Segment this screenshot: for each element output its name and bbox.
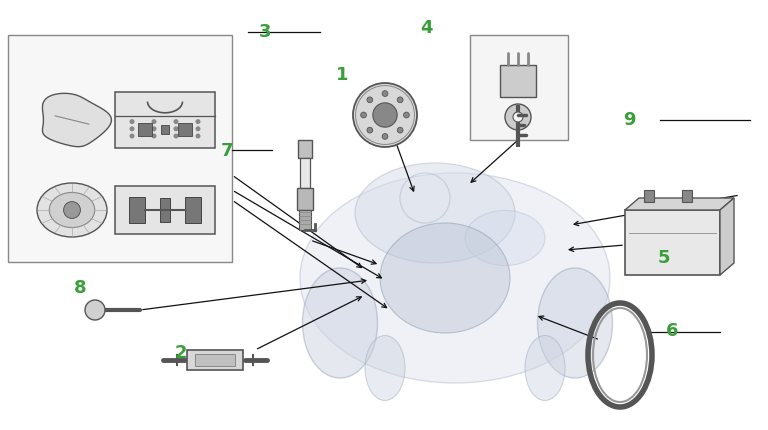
Circle shape bbox=[151, 126, 157, 131]
Circle shape bbox=[130, 126, 134, 131]
Circle shape bbox=[382, 91, 388, 96]
Polygon shape bbox=[720, 198, 734, 275]
Circle shape bbox=[367, 97, 372, 103]
Text: 3: 3 bbox=[259, 23, 271, 41]
Bar bbox=[298, 140, 312, 158]
Bar bbox=[500, 65, 536, 97]
Bar bbox=[470, 35, 568, 140]
Polygon shape bbox=[42, 93, 111, 147]
Bar bbox=[625, 210, 720, 275]
Circle shape bbox=[151, 119, 157, 124]
Ellipse shape bbox=[365, 335, 405, 400]
Circle shape bbox=[513, 112, 523, 122]
Bar bbox=[129, 197, 145, 223]
Circle shape bbox=[174, 126, 178, 131]
Text: 4: 4 bbox=[420, 19, 432, 37]
Text: 1: 1 bbox=[336, 66, 348, 84]
Text: 5: 5 bbox=[658, 249, 670, 267]
Circle shape bbox=[196, 126, 200, 131]
Circle shape bbox=[505, 104, 531, 130]
Text: 8: 8 bbox=[74, 279, 87, 297]
Bar bbox=[300, 158, 310, 188]
Ellipse shape bbox=[538, 268, 613, 378]
Circle shape bbox=[151, 133, 157, 138]
Ellipse shape bbox=[355, 163, 515, 263]
Circle shape bbox=[372, 103, 397, 127]
Ellipse shape bbox=[37, 183, 107, 237]
Bar bbox=[187, 350, 243, 370]
Circle shape bbox=[353, 83, 417, 147]
Ellipse shape bbox=[49, 193, 94, 227]
Circle shape bbox=[64, 202, 81, 218]
Text: 6: 6 bbox=[666, 322, 678, 340]
Bar bbox=[160, 198, 170, 222]
Ellipse shape bbox=[465, 211, 545, 265]
Bar bbox=[8, 35, 232, 262]
Circle shape bbox=[397, 97, 403, 103]
Ellipse shape bbox=[300, 173, 610, 383]
Circle shape bbox=[403, 112, 409, 118]
Bar bbox=[297, 188, 313, 210]
Ellipse shape bbox=[380, 223, 510, 333]
Circle shape bbox=[196, 133, 200, 138]
Polygon shape bbox=[625, 198, 734, 210]
Text: 2: 2 bbox=[174, 344, 187, 362]
Text: 9: 9 bbox=[624, 111, 636, 129]
Circle shape bbox=[361, 112, 366, 118]
Bar bbox=[115, 186, 215, 234]
Bar bbox=[178, 123, 192, 136]
Circle shape bbox=[397, 127, 403, 133]
Circle shape bbox=[382, 134, 388, 139]
Bar bbox=[644, 190, 654, 202]
Circle shape bbox=[85, 300, 105, 320]
Circle shape bbox=[174, 119, 178, 124]
Bar bbox=[161, 125, 169, 135]
Bar bbox=[682, 190, 692, 202]
Circle shape bbox=[130, 133, 134, 138]
Bar bbox=[195, 354, 235, 366]
Circle shape bbox=[174, 133, 178, 138]
Bar bbox=[299, 210, 311, 230]
Ellipse shape bbox=[303, 268, 378, 378]
Bar bbox=[138, 123, 152, 136]
Ellipse shape bbox=[525, 335, 565, 400]
Bar bbox=[185, 197, 201, 223]
Circle shape bbox=[196, 119, 200, 124]
Bar bbox=[115, 92, 215, 148]
Circle shape bbox=[130, 119, 134, 124]
Text: 7: 7 bbox=[220, 141, 233, 160]
Circle shape bbox=[367, 127, 372, 133]
